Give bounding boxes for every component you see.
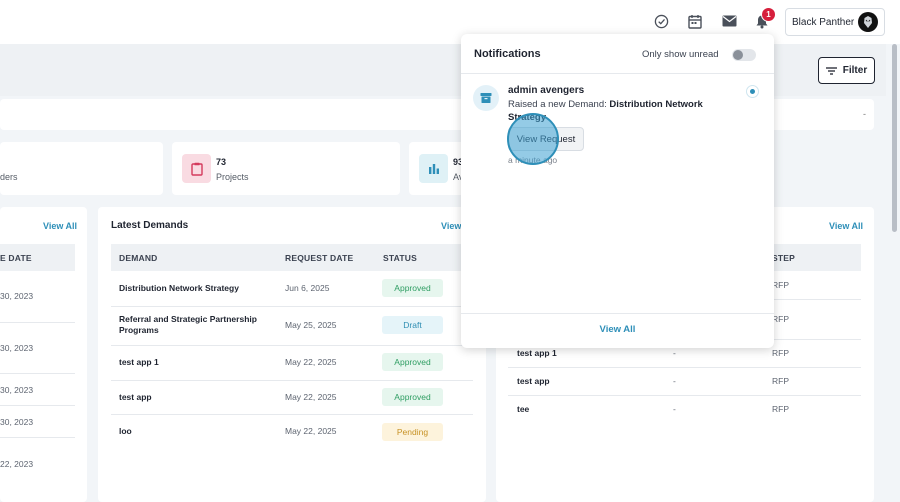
filter-label: Filter	[842, 65, 868, 76]
notification-time: a minute ago	[508, 155, 558, 165]
stat-label: Projects	[216, 172, 249, 182]
row-divider	[111, 380, 473, 381]
status-badge: Approved	[382, 279, 443, 297]
demands-table-header: DEMAND REQUEST DATE STATUS	[111, 244, 473, 271]
table-cell-date: 30, 2023	[0, 343, 34, 353]
clipboard-icon	[182, 154, 211, 183]
table-cell-step: RFP	[772, 280, 789, 290]
table-cell-date: May 22, 2025	[285, 426, 337, 436]
table-cell-date: 30, 2023	[0, 417, 34, 427]
table-cell-demand: Distribution Network Strategy	[119, 283, 239, 293]
right-view-all-link[interactable]: View All	[829, 221, 864, 231]
row-divider	[111, 414, 473, 415]
table-cell-date: 30, 2023	[0, 291, 34, 301]
toggle-knob	[733, 50, 743, 60]
stat-label: ders	[0, 172, 18, 182]
table-cell-date: May 22, 2025	[285, 392, 337, 402]
unread-indicator[interactable]	[746, 85, 759, 98]
stat-card-average[interactable]: 93 Av	[409, 142, 469, 195]
row-divider	[0, 373, 75, 374]
latest-demands-panel: Latest Demands View DEMAND REQUEST DATE …	[98, 207, 486, 502]
table-cell-step: RFP	[772, 314, 789, 324]
user-menu-button[interactable]: Black Panther	[785, 8, 885, 36]
page-scrollbar-track[interactable]	[891, 44, 898, 502]
left-table-header: E DATE	[0, 244, 75, 271]
column-header-demand: DEMAND	[119, 253, 158, 263]
notification-sender: admin avengers	[508, 85, 585, 96]
left-view-all-link[interactable]: View All	[43, 221, 78, 231]
page-scrollbar-thumb[interactable]	[892, 44, 897, 232]
notification-count-badge: 1	[761, 7, 776, 22]
table-cell-value: -	[673, 376, 676, 386]
table-cell-value: -	[673, 404, 676, 414]
row-divider	[0, 405, 75, 406]
filter-icon	[825, 66, 837, 75]
row-divider	[0, 437, 75, 438]
only-unread-label: Only show unread	[642, 49, 719, 60]
table-cell-date: 30, 2023	[0, 385, 34, 395]
view-request-button[interactable]: View Request	[508, 127, 584, 151]
stat-value: 73	[216, 157, 227, 167]
row-divider	[508, 395, 861, 396]
demands-view-all-link[interactable]: View	[441, 221, 462, 231]
column-header-status: STATUS	[383, 253, 417, 263]
status-badge: Pending	[382, 423, 443, 441]
notifications-view-all-link[interactable]: View All	[599, 324, 636, 335]
filter-button[interactable]: Filter	[818, 57, 875, 84]
status-badge: Approved	[382, 353, 443, 371]
column-header-request-date: REQUEST DATE	[285, 253, 354, 263]
column-header: E DATE	[0, 253, 32, 263]
bar-chart-icon	[419, 154, 448, 183]
top-bar: 1 Black Panther	[0, 0, 900, 44]
table-cell-name: tee	[517, 404, 530, 414]
row-divider	[0, 322, 75, 323]
table-cell-demand: loo	[119, 426, 132, 436]
row-divider	[111, 306, 473, 307]
table-cell-date: May 22, 2025	[285, 357, 337, 367]
column-header-step: STEP	[772, 253, 796, 263]
popover-divider	[461, 313, 774, 314]
table-cell-name: test app 1	[517, 348, 557, 358]
mail-icon[interactable]	[720, 12, 738, 30]
table-cell-value: -	[673, 348, 676, 358]
notifications-title: Notifications	[474, 48, 541, 60]
filter-summary-value: -	[863, 109, 866, 119]
popover-divider	[461, 73, 774, 74]
user-name: Black Panther	[792, 16, 855, 28]
table-cell-step: RFP	[772, 348, 789, 358]
table-cell-demand: test app	[119, 392, 152, 402]
row-divider	[111, 345, 473, 346]
stat-value: 93	[453, 157, 464, 167]
stat-label: Av	[453, 172, 464, 182]
table-cell-name: test app	[517, 376, 550, 386]
panel-title: Latest Demands	[111, 220, 189, 231]
table-cell-date: May 25, 2025	[285, 320, 337, 330]
only-unread-toggle[interactable]	[732, 49, 756, 61]
archive-icon	[473, 85, 499, 111]
table-cell-step: RFP	[772, 376, 789, 386]
left-panel: View All E DATE 30, 2023 30, 2023 30, 20…	[0, 207, 87, 502]
table-cell-demand: test app 1	[119, 357, 159, 367]
row-divider	[508, 367, 861, 368]
table-cell-date: Jun 6, 2025	[285, 283, 330, 293]
table-cell-demand: Referral and Strategic Partnership Progr…	[119, 314, 257, 335]
calendar-icon[interactable]	[686, 12, 704, 30]
status-badge: Approved	[382, 388, 443, 406]
check-circle-icon[interactable]	[652, 12, 670, 30]
notifications-popover: Notifications Only show unread admin ave…	[461, 34, 774, 348]
stat-card-orders[interactable]: ders	[0, 142, 163, 195]
table-cell-date: 22, 2023	[0, 459, 34, 469]
table-cell-step: RFP	[772, 404, 789, 414]
stat-card-projects[interactable]: 73 Projects	[172, 142, 400, 195]
notification-prefix: Raised a new Demand:	[508, 99, 607, 110]
status-badge: Draft	[382, 316, 443, 334]
avatar	[858, 12, 878, 32]
notification-message: Raised a new Demand: Distribution Networ…	[508, 98, 738, 124]
